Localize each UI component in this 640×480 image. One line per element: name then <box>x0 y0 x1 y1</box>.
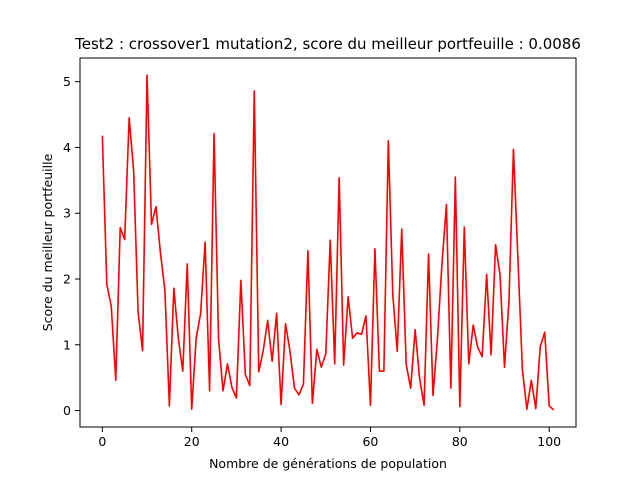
x-tick-label: 60 <box>362 434 378 449</box>
axis-ticks: 0 20 40 60 80 100 0 1 2 3 4 5 <box>63 74 561 449</box>
y-tick-label: 1 <box>63 337 71 352</box>
y-tick-label: 3 <box>63 206 71 221</box>
chart-title: Test2 : crossover1 mutation2, score du m… <box>74 35 581 53</box>
y-tick-label: 0 <box>63 403 71 418</box>
x-axis-label: Nombre de générations de population <box>209 456 447 471</box>
plot-area <box>101 74 555 411</box>
x-tick-label: 40 <box>273 434 289 449</box>
y-tick-label: 2 <box>63 272 71 287</box>
x-tick-label: 100 <box>537 434 561 449</box>
x-tick-label: 0 <box>98 434 106 449</box>
x-tick-label: 80 <box>452 434 468 449</box>
axes-frame <box>79 57 577 428</box>
series-line <box>101 74 555 411</box>
x-tick-label: 20 <box>184 434 200 449</box>
y-tick-label: 5 <box>63 74 71 89</box>
y-axis-label: Score du meilleur portfeuille <box>40 153 55 331</box>
y-tick-label: 4 <box>63 140 71 155</box>
